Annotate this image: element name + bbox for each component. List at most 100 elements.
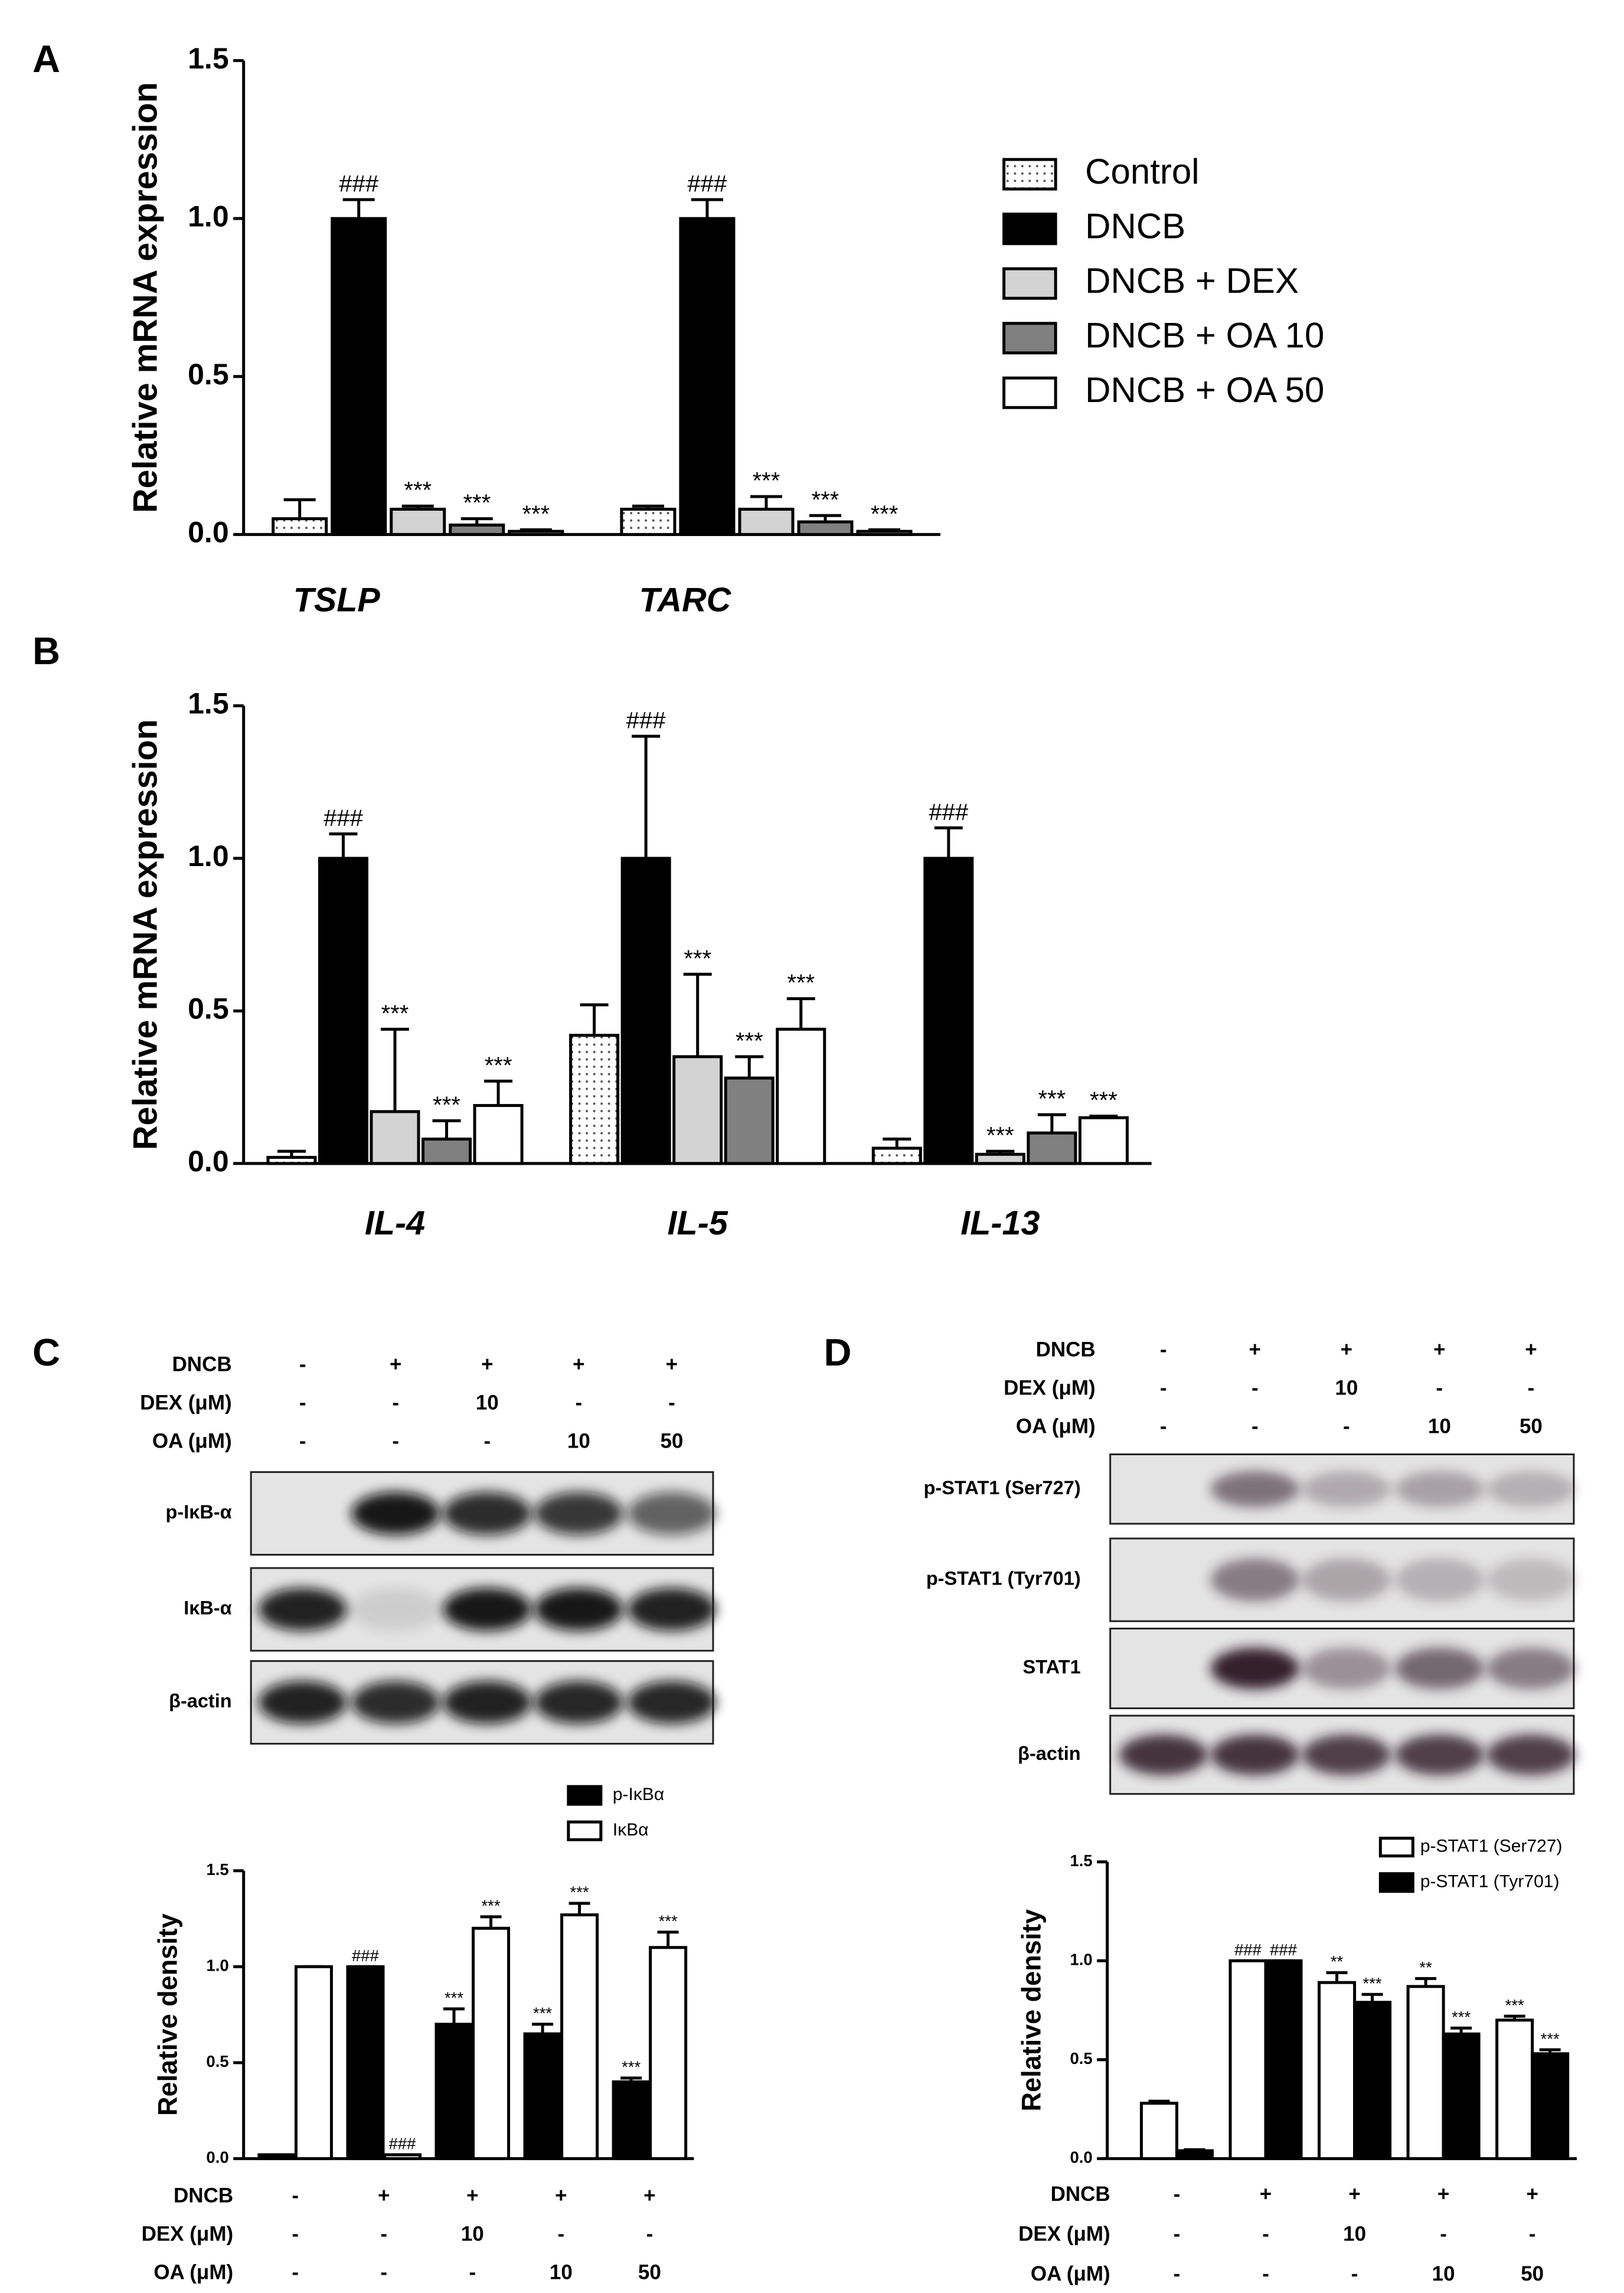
significance-label: ** — [1331, 1952, 1344, 1971]
blot-band — [1486, 1734, 1576, 1775]
blot-band — [443, 1588, 532, 1631]
condition-value: - — [299, 1392, 306, 1415]
blot-band — [1395, 1558, 1484, 1602]
blot-band — [1302, 1734, 1391, 1775]
bar — [523, 2032, 562, 2160]
blot-band — [1395, 1471, 1484, 1507]
condition-value: 10 — [567, 1430, 590, 1453]
bar — [390, 508, 446, 536]
blot-band — [443, 1681, 532, 1724]
legend-label: p-IκBα — [613, 1785, 664, 1804]
condition-value: 50 — [638, 2261, 661, 2284]
significance-label: ### — [324, 805, 363, 831]
bar — [649, 1946, 688, 2160]
blot-row-label: p-STAT1 (Ser727) — [924, 1477, 1081, 1498]
bar — [272, 517, 328, 536]
legend-label: DNCB + OA 50 — [1085, 370, 1324, 410]
y-axis-label: Relative density — [1017, 1909, 1047, 2112]
condition-value: + — [1260, 2183, 1272, 2206]
significance-label: ### — [1270, 1941, 1298, 1959]
bar — [856, 530, 913, 536]
legend-swatch — [1002, 267, 1057, 300]
condition-value: + — [1526, 2183, 1538, 2206]
blot-band — [627, 1588, 716, 1631]
significance-label: *** — [1505, 1996, 1524, 2014]
bar — [724, 1076, 775, 1165]
bar — [797, 520, 854, 536]
condition-label: DNCB — [172, 1353, 232, 1376]
condition-value: - — [1160, 1415, 1167, 1438]
bar — [508, 530, 564, 536]
condition-value: - — [1343, 1415, 1350, 1438]
y-tick-label: 1.5 — [206, 1860, 228, 1879]
blot-band — [258, 1588, 347, 1631]
bar — [1442, 2032, 1481, 2160]
condition-value: - — [380, 2223, 387, 2246]
y-tick-label: 0.5 — [1070, 2049, 1092, 2067]
condition-value: 50 — [1521, 2262, 1544, 2285]
blot-band — [627, 1492, 716, 1535]
bar — [1228, 1959, 1267, 2160]
condition-label: DNCB — [1036, 1338, 1096, 1361]
condition-value: - — [1174, 2262, 1181, 2285]
legend-label: DNCB — [1085, 207, 1185, 246]
blot-band — [534, 1588, 623, 1631]
blot-row-label: IκB-α — [184, 1598, 231, 1619]
significance-label: ### — [352, 1946, 380, 1965]
y-tick-label: 0.0 — [206, 2148, 228, 2167]
blot-band — [351, 1492, 440, 1535]
legend-swatch — [567, 1820, 603, 1841]
bar — [569, 1034, 620, 1165]
blot-row-label: p-IκB-α — [166, 1501, 232, 1523]
bar — [266, 1155, 317, 1165]
condition-label: DEX (μM) — [1004, 1377, 1096, 1400]
condition-value: - — [558, 2223, 565, 2246]
y-axis-label: Relative density — [152, 1913, 182, 2116]
significance-label: *** — [404, 478, 432, 504]
condition-label: DEX (μM) — [1018, 2223, 1110, 2246]
legend-label: p-STAT1 (Ser727) — [1420, 1837, 1563, 1856]
significance-label: *** — [684, 946, 711, 972]
blot-row-label: β-actin — [169, 1690, 232, 1711]
significance-label: *** — [986, 1123, 1014, 1149]
condition-value: - — [1174, 2183, 1181, 2206]
condition-value: + — [1348, 2183, 1360, 2206]
condition-label: OA (μM) — [152, 1430, 232, 1453]
blot-band — [1210, 1647, 1299, 1690]
condition-value: - — [1252, 1377, 1259, 1400]
condition-value: - — [469, 2261, 476, 2284]
legend-swatch — [1002, 376, 1057, 409]
bar — [331, 217, 387, 536]
condition-label: DEX (μM) — [140, 1392, 232, 1415]
significance-label: ** — [1419, 1958, 1432, 1977]
bar — [449, 523, 505, 536]
condition-value: + — [1341, 1338, 1352, 1361]
significance-label: *** — [1090, 1087, 1117, 1113]
bar — [1353, 2001, 1392, 2160]
bar — [473, 1104, 524, 1165]
condition-value: - — [1351, 2262, 1358, 2285]
condition-value: 10 — [461, 2223, 484, 2246]
significance-label: *** — [570, 1883, 589, 1902]
condition-value: - — [392, 1430, 399, 1453]
condition-value: - — [1262, 2223, 1269, 2246]
significance-label: *** — [485, 1053, 512, 1079]
y-tick-label: 0.5 — [206, 2052, 228, 2070]
condition-value: - — [299, 1353, 306, 1376]
condition-value: - — [1252, 1415, 1259, 1438]
x-tick-label: IL-13 — [960, 1204, 1040, 1242]
condition-value: + — [378, 2184, 390, 2207]
bar — [1027, 1131, 1077, 1165]
bar — [776, 1027, 826, 1165]
legend-swatch — [1378, 1872, 1414, 1893]
significance-label: ### — [929, 799, 968, 825]
bar — [560, 1913, 599, 2160]
condition-label: DEX (μM) — [142, 2223, 234, 2246]
y-axis-label: Relative mRNA expression — [126, 719, 164, 1150]
legend-label: p-STAT1 (Tyr701) — [1420, 1872, 1560, 1892]
condition-value: + — [666, 1353, 678, 1376]
condition-value: + — [466, 2184, 478, 2207]
significance-label: *** — [659, 1912, 678, 1930]
y-axis-label: Relative mRNA expression — [126, 82, 164, 513]
y-tick-label: 1.0 — [188, 200, 229, 233]
